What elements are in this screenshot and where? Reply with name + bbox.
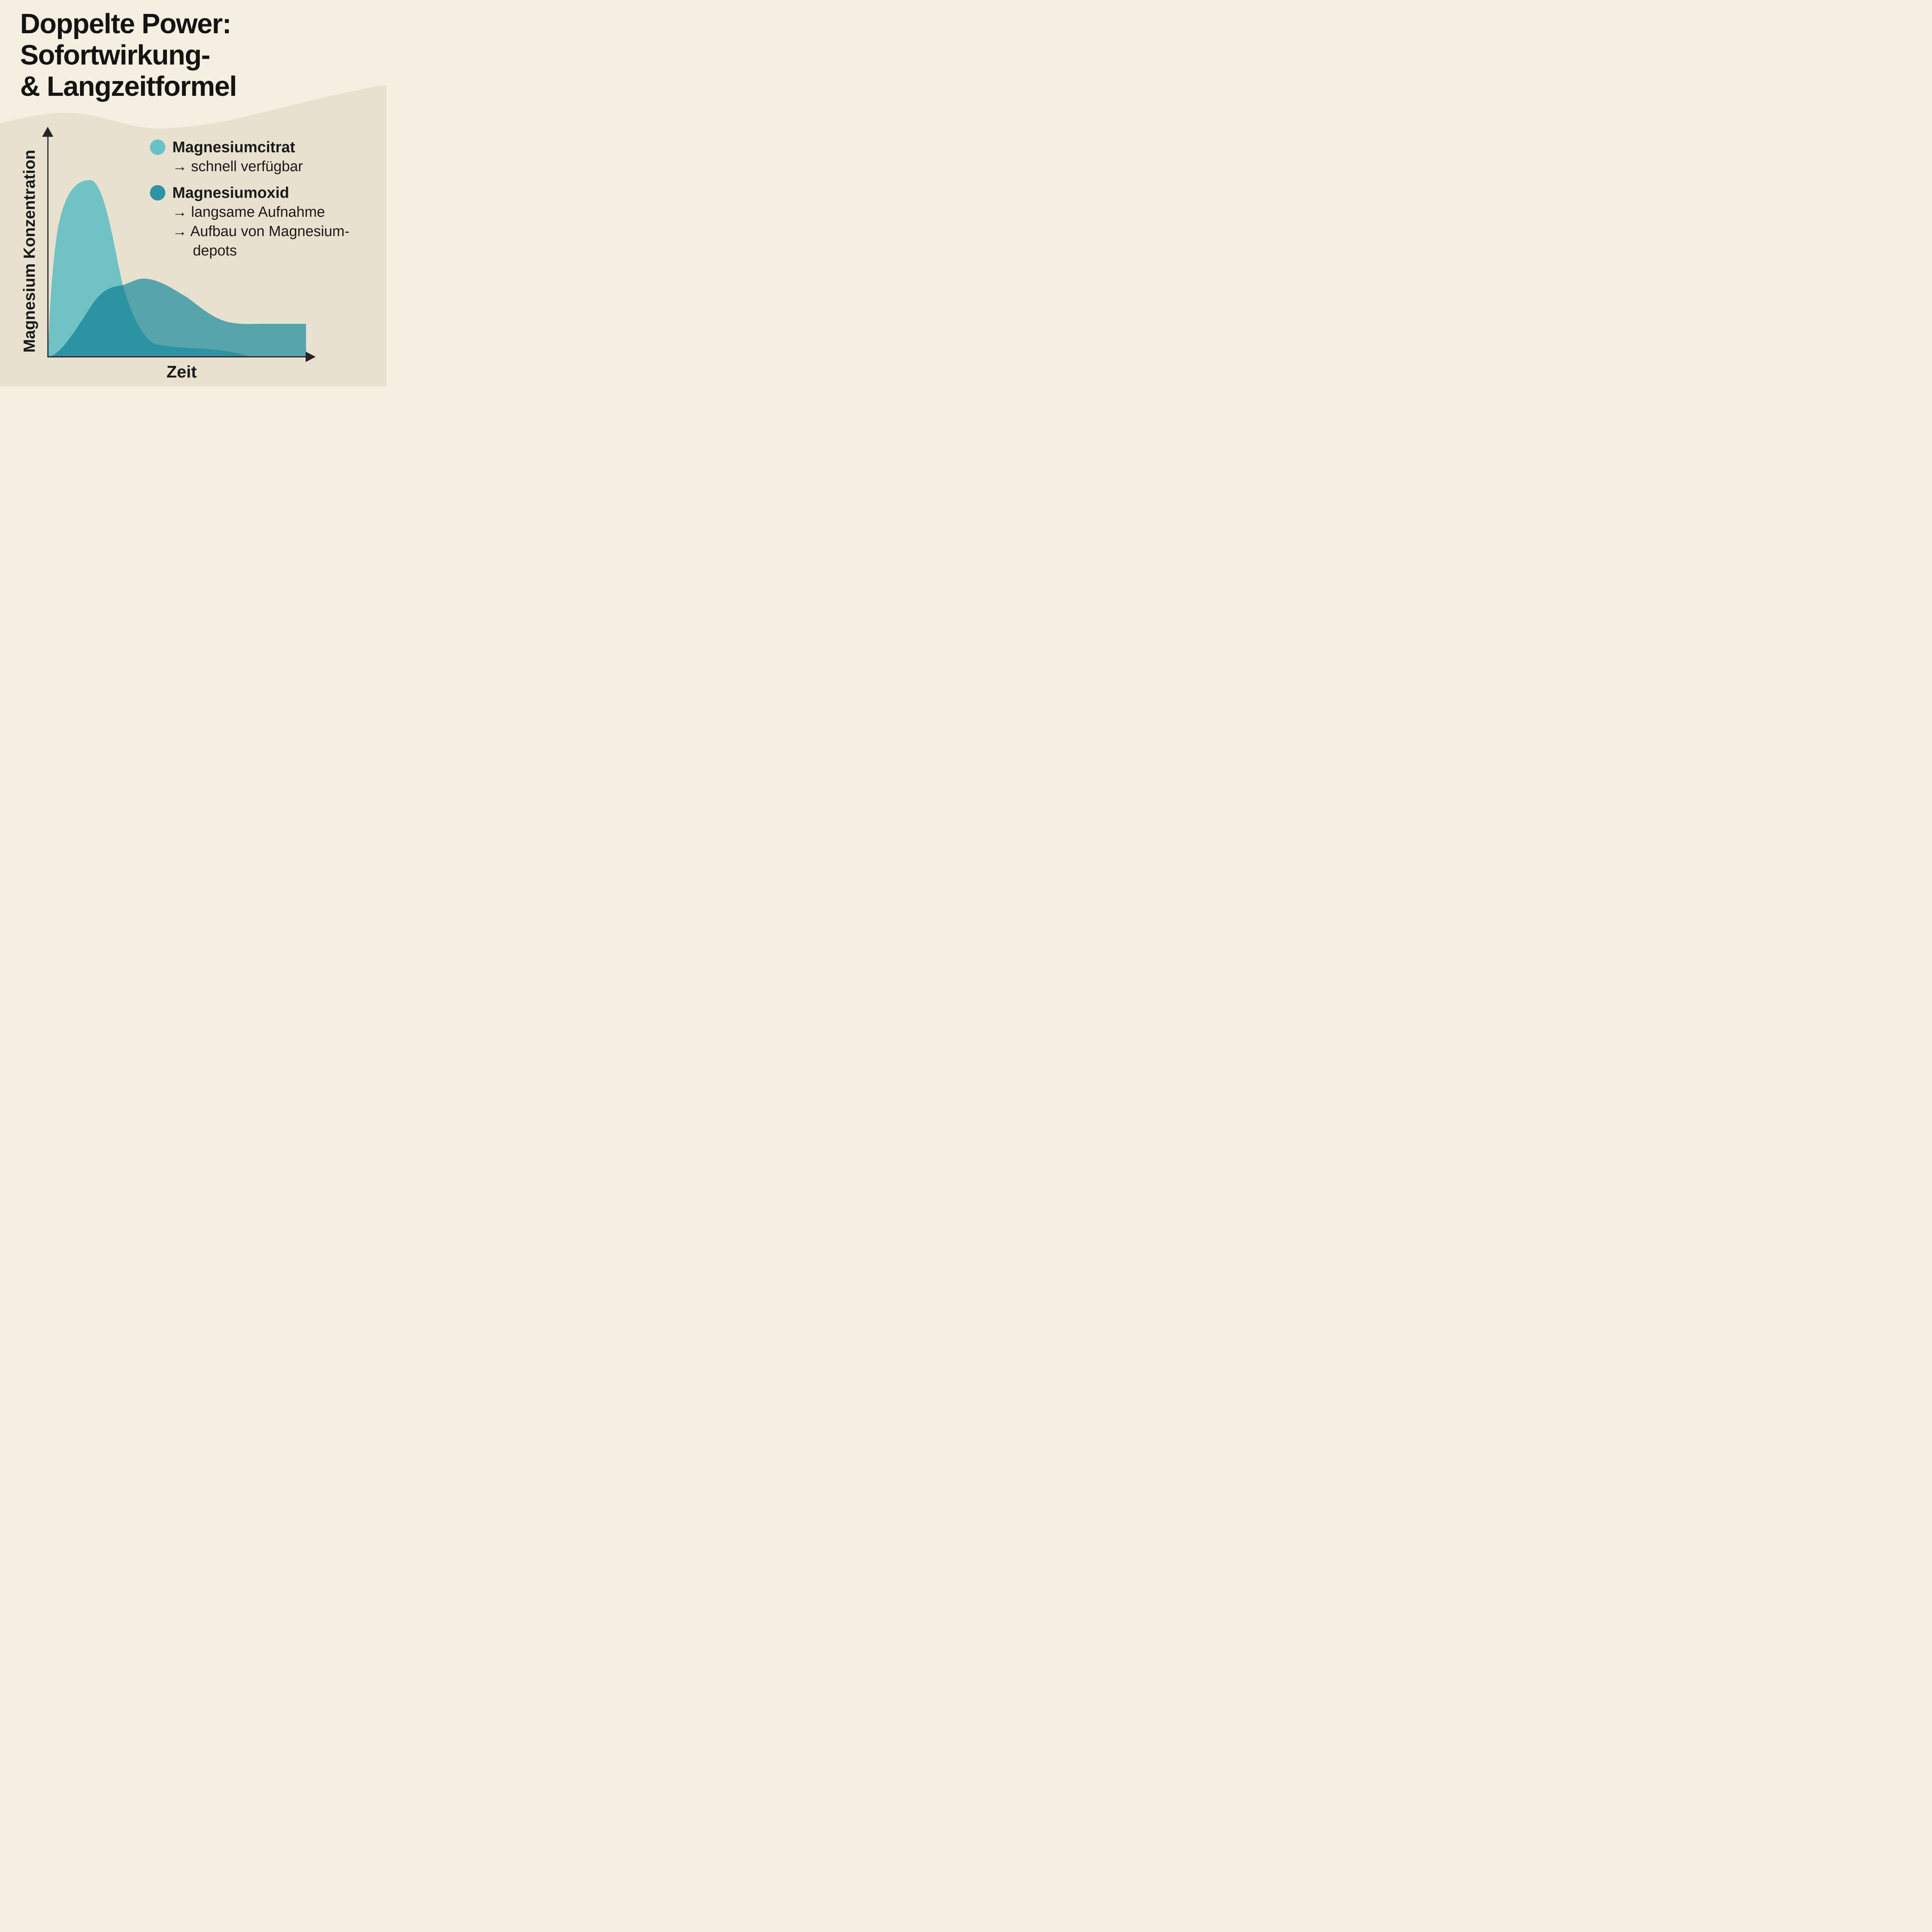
legend-item-oxid: Magnesiumoxid (150, 183, 382, 202)
page-title-line-2: Sofortwirkung- (20, 40, 210, 71)
legend-item-oxid-label: Magnesiumoxid (172, 184, 289, 201)
page-title-line-1: Doppelte Power: (20, 9, 231, 39)
oxid-swatch-icon (150, 185, 165, 201)
infographic: Doppelte Power: Sofortwirkung- & Langzei… (0, 0, 386, 386)
chart-legend: Magnesiumcitrat → schnell verfügbar Magn… (150, 138, 382, 260)
legend-item-oxid-point-2-continued: depots (193, 242, 237, 259)
x-axis-label: Zeit (166, 362, 197, 381)
y-axis-arrowhead-icon (42, 127, 53, 137)
concentration-chart (42, 127, 316, 362)
legend-item-oxid-point-1: → langsame Aufnahme (172, 204, 325, 220)
citrat-swatch-icon (150, 139, 165, 155)
legend-item-citrat: Magnesiumcitrat (150, 138, 382, 157)
x-axis-arrowhead-icon (306, 352, 316, 362)
y-axis-label: Magnesium Konzentration (20, 150, 38, 353)
curves-overlap-area (48, 285, 251, 357)
page-title: Doppelte Power: Sofortwirkung- & Langzei… (20, 9, 237, 102)
page-title-line-3: & Langzeitformel (20, 71, 237, 102)
legend-item-oxid-point-2: → Aufbau von Magnesium- (172, 223, 350, 240)
legend-item-citrat-point: → schnell verfügbar (172, 158, 303, 175)
legend-item-citrat-label: Magnesiumcitrat (172, 138, 295, 156)
